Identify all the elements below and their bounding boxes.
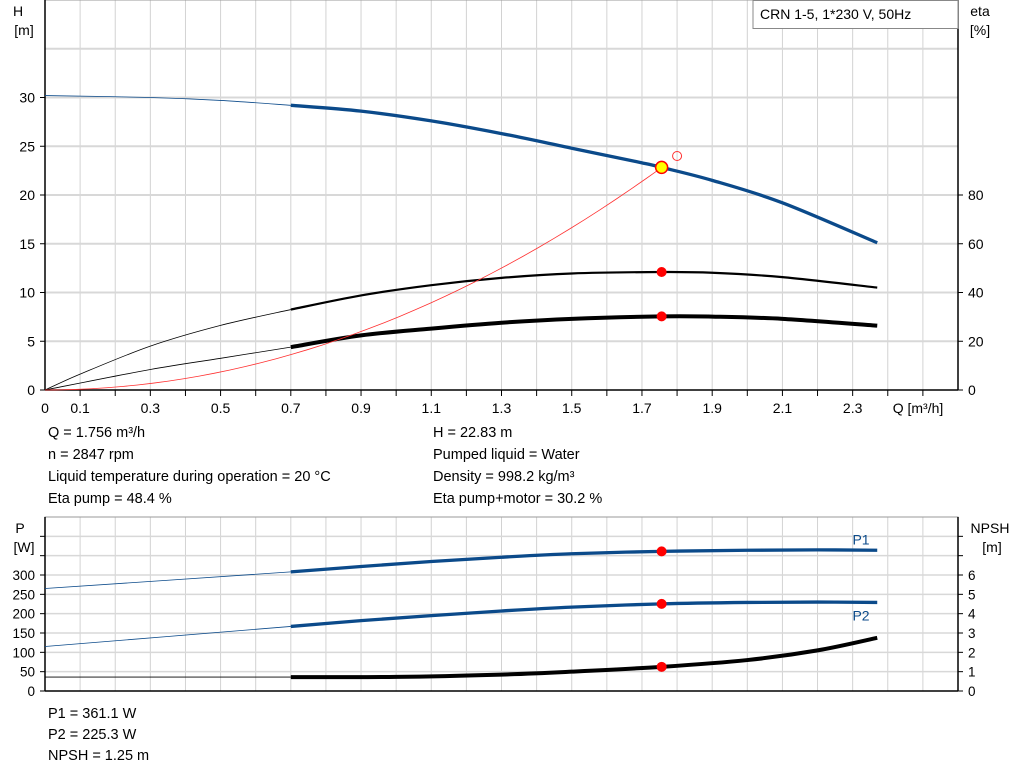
y-axis-unit: [W] bbox=[14, 539, 35, 555]
y2-tick-label: 6 bbox=[968, 568, 976, 583]
info-density: Density = 998.2 kg/m³ bbox=[433, 469, 575, 485]
y-tick-label: 150 bbox=[12, 626, 35, 641]
y-axis-unit: [m] bbox=[14, 22, 33, 38]
x-tick-label: 1.9 bbox=[702, 400, 722, 416]
y2-axis-label: NPSH bbox=[971, 520, 1010, 536]
series-system-curve-line bbox=[44, 167, 662, 391]
y-tick-label: 100 bbox=[12, 645, 35, 660]
y-tick-label: 20 bbox=[19, 187, 35, 203]
y-tick-label: 0 bbox=[27, 684, 35, 699]
y-tick-label: 0 bbox=[27, 382, 35, 398]
series-eta-pump-motor-line bbox=[290, 314, 878, 350]
info-q: Q = 1.756 m³/h bbox=[48, 425, 146, 441]
x-tick-label: 0.9 bbox=[351, 400, 371, 416]
info-p1: P1 = 361.1 W bbox=[48, 706, 137, 722]
open-marker bbox=[672, 151, 683, 161]
y-tick-label: 15 bbox=[19, 236, 35, 252]
series-p2-line bbox=[290, 600, 878, 629]
info-npsh: NPSH = 1.25 m bbox=[48, 748, 150, 764]
chart-title: CRN 1-5, 1*230 V, 50Hz bbox=[760, 6, 911, 22]
operating-point-marker bbox=[656, 267, 667, 278]
y-axis-label: H bbox=[13, 3, 23, 19]
y2-tick-label: 4 bbox=[968, 607, 976, 622]
duty-point-marker bbox=[654, 160, 669, 175]
y2-tick-label: 0 bbox=[968, 684, 976, 699]
info-temp: Liquid temperature during operation = 20… bbox=[48, 469, 331, 485]
y2-axis-unit: [m] bbox=[982, 539, 1001, 555]
series-label-p2: P2 bbox=[852, 607, 869, 623]
operating-point-marker bbox=[656, 661, 667, 672]
operating-point-marker bbox=[656, 311, 667, 322]
operating-point-marker bbox=[656, 598, 667, 609]
y2-axis-unit: [%] bbox=[970, 22, 990, 38]
y2-tick-label: 1 bbox=[968, 665, 976, 680]
info-p2: P2 = 225.3 W bbox=[48, 727, 137, 743]
info-liquid: Pumped liquid = Water bbox=[433, 447, 580, 463]
operating-point-marker bbox=[656, 546, 667, 557]
y2-tick-label: 2 bbox=[968, 645, 976, 660]
x-tick-label: 0.3 bbox=[141, 400, 161, 416]
y2-tick-label: 5 bbox=[968, 587, 976, 602]
series-eta-pump-thin-segment bbox=[44, 309, 291, 391]
y2-tick-label: 0 bbox=[968, 382, 976, 398]
series-eta-pump-line bbox=[290, 270, 878, 311]
x-tick-label: 1.5 bbox=[562, 400, 582, 416]
y-axis-label: P bbox=[15, 520, 24, 536]
x-tick-label: 0.7 bbox=[281, 400, 301, 416]
y-tick-label: 10 bbox=[19, 285, 35, 301]
y-tick-label: 25 bbox=[19, 138, 35, 154]
series-p2-thin-segment bbox=[44, 626, 291, 647]
y2-tick-label: 3 bbox=[968, 626, 976, 641]
x-tick-label: 2.1 bbox=[773, 400, 793, 416]
x-tick-label: 0.5 bbox=[211, 400, 231, 416]
x-tick-label: 2.3 bbox=[843, 400, 863, 416]
y2-tick-label: 60 bbox=[968, 236, 984, 252]
x-tick-label: 1.7 bbox=[632, 400, 652, 416]
series-p1-thin-segment bbox=[44, 571, 291, 589]
info-eta-pump-motor: Eta pump+motor = 30.2 % bbox=[433, 491, 603, 507]
y2-tick-label: 80 bbox=[968, 187, 984, 203]
info-n: n = 2847 rpm bbox=[48, 447, 134, 463]
x-tick-label: 1.1 bbox=[422, 400, 442, 416]
series-h-thin-segment bbox=[44, 95, 291, 106]
title-box bbox=[752, 0, 959, 29]
x-tick-label: 0 bbox=[41, 400, 49, 416]
series-p1-line bbox=[290, 548, 878, 574]
x-tick-label: 0.1 bbox=[70, 400, 90, 416]
y-tick-label: 50 bbox=[20, 665, 35, 680]
y-tick-label: 30 bbox=[19, 90, 35, 106]
y2-tick-label: 20 bbox=[968, 333, 984, 349]
info-eta-pump: Eta pump = 48.4 % bbox=[48, 491, 172, 507]
y-tick-label: 5 bbox=[27, 333, 35, 349]
y2-tick-label: 40 bbox=[968, 285, 984, 301]
series-npsh-line bbox=[290, 635, 878, 680]
info-h: H = 22.83 m bbox=[433, 425, 513, 441]
x-tick-label: 1.3 bbox=[492, 400, 512, 416]
y-tick-label: 200 bbox=[12, 607, 35, 622]
x-axis-label: Q [m³/h] bbox=[893, 400, 944, 416]
series-eta-pump-motor-thin-segment bbox=[44, 346, 291, 391]
series-label-p1: P1 bbox=[852, 531, 869, 547]
series-h-line bbox=[290, 103, 878, 245]
y-tick-label: 300 bbox=[12, 568, 35, 583]
y-tick-label: 250 bbox=[12, 587, 35, 602]
y2-axis-label: eta bbox=[970, 3, 990, 19]
